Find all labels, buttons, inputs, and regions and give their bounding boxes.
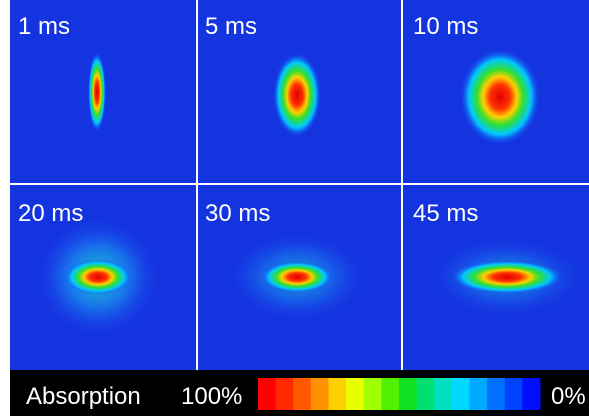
colorbar-swatch	[487, 378, 505, 410]
panel-label: 45 ms	[413, 200, 478, 227]
panel-label: 20 ms	[18, 200, 83, 227]
cloud	[460, 49, 540, 145]
colorbar-swatch	[434, 378, 452, 410]
cloud	[273, 53, 321, 137]
colorbar-min: 0%	[551, 383, 586, 410]
panel-label: 10 ms	[413, 13, 478, 40]
colorbar-max: 100%	[181, 383, 242, 410]
figure: 1 ms 5 ms 10 ms 20 ms 30 ms 45 ms Absorp…	[0, 0, 589, 416]
colorbar-swatch	[329, 378, 347, 410]
colorbar-swatch	[346, 378, 364, 410]
panel-label: 5 ms	[205, 13, 257, 40]
colorbar-swatch	[381, 378, 399, 410]
colorbar-swatch	[276, 378, 294, 410]
cloud	[261, 261, 333, 293]
colorbar-swatch	[470, 378, 488, 410]
cloud	[64, 259, 132, 295]
panel-label: 1 ms	[18, 13, 70, 40]
colorbar-swatch	[311, 378, 329, 410]
colorbar-title: Absorption	[26, 383, 141, 410]
colorbar-swatch	[452, 378, 470, 410]
colorbar-swatch	[293, 378, 311, 410]
colorbar-swatch	[258, 378, 276, 410]
colorbar-swatch	[417, 378, 435, 410]
colorbar-swatch	[364, 378, 382, 410]
colorbar-swatch	[399, 378, 417, 410]
panel-label: 30 ms	[205, 200, 270, 227]
colorbar-swatch	[522, 378, 540, 410]
colorbar-swatch	[505, 378, 523, 410]
cloud	[451, 260, 563, 294]
colorbar	[258, 378, 541, 410]
cloud	[88, 52, 106, 132]
